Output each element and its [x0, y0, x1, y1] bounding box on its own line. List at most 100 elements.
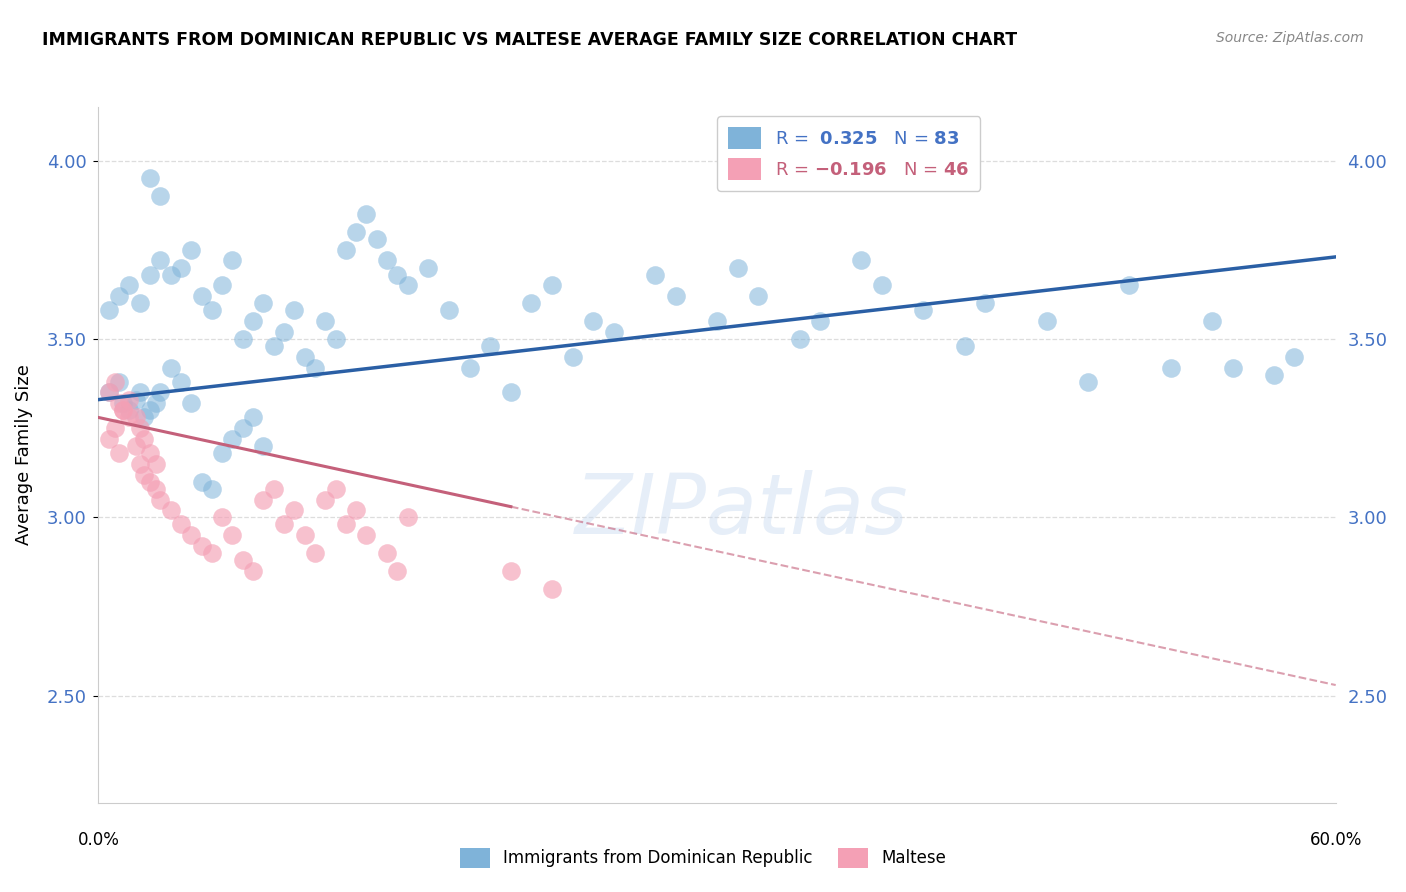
Point	[953, 339, 976, 353]
Point	[242, 410, 264, 425]
Point	[132, 467, 155, 482]
Point	[170, 375, 193, 389]
Text: Source: ZipAtlas.com: Source: ZipAtlas.com	[1216, 31, 1364, 45]
Point	[112, 403, 135, 417]
Point	[1036, 314, 1059, 328]
Point	[1118, 278, 1140, 293]
Point	[145, 482, 167, 496]
Point	[118, 392, 141, 407]
Point	[974, 296, 997, 310]
Point	[356, 528, 378, 542]
Point	[304, 546, 326, 560]
Point	[747, 289, 769, 303]
Point	[479, 339, 502, 353]
Point	[132, 432, 155, 446]
Point	[325, 332, 347, 346]
Point	[190, 539, 212, 553]
Point	[582, 314, 605, 328]
Point	[418, 260, 440, 275]
Point	[727, 260, 749, 275]
Point	[170, 517, 193, 532]
Point	[1201, 314, 1223, 328]
Point	[499, 385, 522, 400]
Point	[520, 296, 543, 310]
Point	[128, 457, 150, 471]
Point	[396, 510, 419, 524]
Point	[283, 303, 305, 318]
Point	[118, 410, 141, 425]
Point	[149, 253, 172, 268]
Point	[201, 303, 224, 318]
Point	[458, 360, 481, 375]
Point	[263, 339, 285, 353]
Point	[201, 546, 224, 560]
Point	[1284, 350, 1306, 364]
Point	[314, 492, 336, 507]
Point	[263, 482, 285, 496]
Point	[294, 350, 316, 364]
Text: IMMIGRANTS FROM DOMINICAN REPUBLIC VS MALTESE AVERAGE FAMILY SIZE CORRELATION CH: IMMIGRANTS FROM DOMINICAN REPUBLIC VS MA…	[42, 31, 1018, 49]
Point	[706, 314, 728, 328]
Point	[124, 410, 146, 425]
Point	[190, 289, 212, 303]
Point	[294, 528, 316, 542]
Point	[242, 314, 264, 328]
Point	[851, 253, 873, 268]
Point	[283, 503, 305, 517]
Point	[344, 503, 367, 517]
Point	[252, 296, 274, 310]
Point	[149, 492, 172, 507]
Point	[112, 396, 135, 410]
Point	[870, 278, 893, 293]
Point	[128, 421, 150, 435]
Point	[139, 403, 162, 417]
Point	[97, 385, 120, 400]
Point	[211, 278, 233, 293]
Point	[124, 439, 146, 453]
Point	[541, 582, 564, 596]
Point	[108, 446, 131, 460]
Text: 60.0%: 60.0%	[1309, 830, 1362, 848]
Point	[211, 510, 233, 524]
Point	[128, 296, 150, 310]
Point	[273, 325, 295, 339]
Point	[104, 421, 127, 435]
Point	[335, 517, 357, 532]
Point	[232, 421, 254, 435]
Text: ZIPatlas: ZIPatlas	[575, 470, 908, 551]
Point	[97, 303, 120, 318]
Point	[201, 482, 224, 496]
Point	[561, 350, 583, 364]
Point	[97, 385, 120, 400]
Point	[665, 289, 688, 303]
Point	[356, 207, 378, 221]
Point	[159, 360, 181, 375]
Point	[1077, 375, 1099, 389]
Point	[139, 268, 162, 282]
Legend: Immigrants from Dominican Republic, Maltese: Immigrants from Dominican Republic, Malt…	[453, 841, 953, 875]
Point	[375, 253, 398, 268]
Point	[112, 403, 135, 417]
Point	[211, 446, 233, 460]
Point	[912, 303, 935, 318]
Point	[304, 360, 326, 375]
Point	[97, 432, 120, 446]
Point	[335, 243, 357, 257]
Point	[159, 268, 181, 282]
Point	[789, 332, 811, 346]
Point	[387, 268, 409, 282]
Point	[644, 268, 666, 282]
Text: 0.0%: 0.0%	[77, 830, 120, 848]
Point	[344, 225, 367, 239]
Point	[149, 189, 172, 203]
Point	[232, 553, 254, 567]
Point	[108, 289, 131, 303]
Point	[139, 171, 162, 186]
Point	[180, 243, 202, 257]
Point	[170, 260, 193, 275]
Point	[273, 517, 295, 532]
Legend: R =  $\bf{0.325}$   N = $\bf{83}$, R = $\bf{-0.196}$   N = $\bf{46}$: R = $\bf{0.325}$ N = $\bf{83}$, R = $\bf…	[717, 116, 980, 191]
Point	[387, 564, 409, 578]
Point	[808, 314, 831, 328]
Point	[252, 439, 274, 453]
